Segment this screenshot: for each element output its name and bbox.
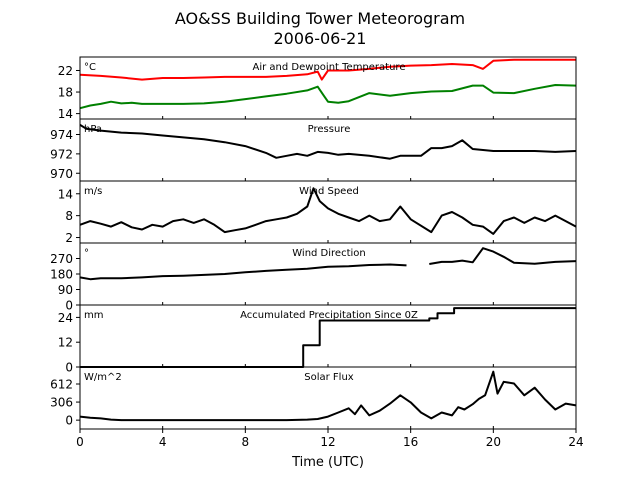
panel-1: 970 972 974 hPa Pressure bbox=[50, 118, 577, 182]
panel-4: 0 12 24 mm Accumulated Precipitation Since 0… bbox=[58, 304, 577, 375]
x-axis-tick-label-5: 20 bbox=[486, 435, 501, 449]
panel-2-y-tick-label-0: 2 bbox=[65, 231, 73, 245]
panel-4-title: Accumulated Precipitation Since 0Z bbox=[240, 310, 418, 321]
panel-2-unit-label: m/s bbox=[84, 186, 102, 197]
panel-2-y-tick-label-1: 8 bbox=[65, 209, 73, 223]
panel-3-y-tick-label-2: 180 bbox=[50, 268, 73, 282]
panel-1-y-tick-label-1: 972 bbox=[50, 147, 73, 161]
panel-3-unit-label: ° bbox=[84, 248, 89, 259]
panel-4-series-0-line bbox=[80, 307, 576, 368]
panel-3-title: Wind Direction bbox=[292, 248, 366, 259]
x-axis-tick-label-6: 24 bbox=[568, 435, 583, 449]
panel-0-title: Air and Dewpoint Temperature bbox=[253, 62, 406, 73]
panel-5-unit-label: W/m^2 bbox=[84, 372, 122, 383]
panel-0-y-tick-label-2: 22 bbox=[58, 64, 73, 78]
panel-5-y-tick-label-1: 306 bbox=[50, 396, 73, 410]
panel-4-unit-label: mm bbox=[84, 310, 103, 321]
figure-title: AO&SS Building Tower Meteorogram bbox=[175, 9, 465, 28]
panel-0-series-0-line bbox=[79, 58, 576, 81]
x-axis-tick-label-1: 4 bbox=[159, 435, 167, 449]
panel-1-unit-label: hPa bbox=[84, 124, 102, 135]
x-axis-tick-label-4: 16 bbox=[403, 435, 418, 449]
panel-2-y-tick-label-2: 14 bbox=[58, 187, 73, 201]
panel-5-title: Solar Flux bbox=[304, 372, 354, 383]
panel-2-title: Wind Speed bbox=[299, 186, 359, 197]
panel-4-y-tick-label-2: 24 bbox=[58, 311, 73, 325]
x-axis-label: Time (UTC) bbox=[291, 455, 364, 470]
panel-5-y-tick-label-2: 612 bbox=[50, 378, 73, 392]
panel-1-y-tick-label-0: 970 bbox=[50, 167, 73, 181]
x-axis-tick-label-3: 12 bbox=[320, 435, 335, 449]
panel-3-series-0-line bbox=[79, 247, 577, 281]
figure-subtitle: 2006-06-21 bbox=[274, 29, 367, 48]
panel-0-y-tick-label-0: 14 bbox=[58, 107, 73, 121]
panel-3-y-tick-label-3: 270 bbox=[50, 252, 73, 266]
panel-0-unit-label: °C bbox=[84, 62, 96, 73]
panel-5: 0 306 612 W/m^2 Solar Flux bbox=[50, 366, 577, 430]
panel-1-y-tick-label-2: 974 bbox=[50, 128, 73, 142]
panel-1-title: Pressure bbox=[308, 124, 351, 135]
panel-0-y-tick-label-1: 18 bbox=[58, 86, 73, 100]
x-axis-tick-label-0: 0 bbox=[76, 435, 84, 449]
panel-2: 2 8 14 m/s Wind Speed bbox=[58, 180, 577, 245]
panel-5-series-0-line bbox=[79, 370, 577, 422]
x-axis-tick-label-2: 8 bbox=[242, 435, 250, 449]
panel-3-y-tick-label-1: 90 bbox=[58, 283, 73, 297]
panel-4-y-tick-label-1: 12 bbox=[58, 336, 73, 350]
x-axis: 0 4 8 12 16 20 24 bbox=[76, 429, 584, 449]
panel-0-series-1-line bbox=[79, 84, 577, 110]
panel-3-y-tick-label-0: 0 bbox=[65, 299, 73, 313]
panel-4-y-tick-label-0: 0 bbox=[65, 361, 73, 375]
panel-5-y-tick-label-0: 0 bbox=[65, 414, 73, 428]
panel-1-series-0-line bbox=[79, 123, 577, 160]
panel-2-series-0-line bbox=[79, 187, 577, 235]
panel-0: 14 18 22 °C Air and Dewpoint Temperature bbox=[58, 56, 577, 121]
